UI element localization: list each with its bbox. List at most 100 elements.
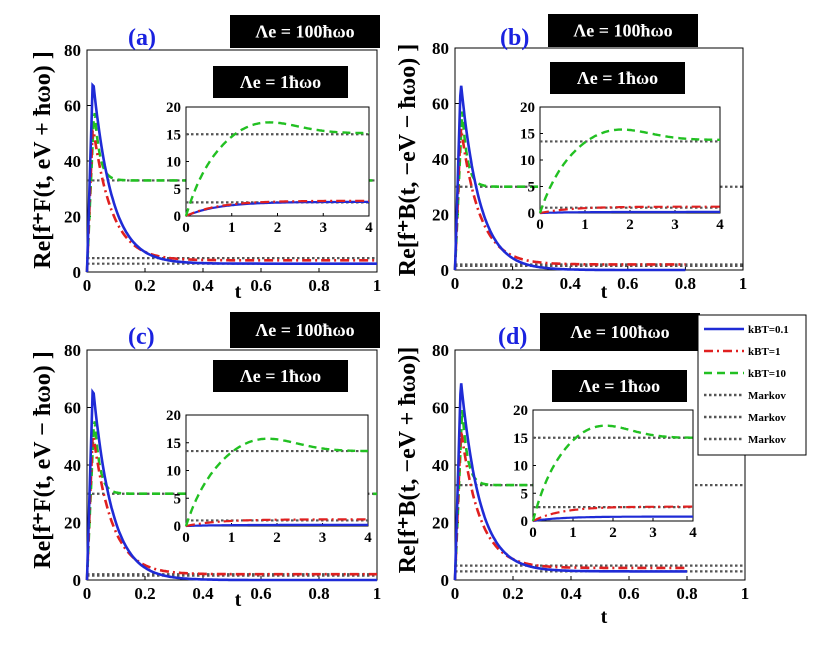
inset-y-tick-label: 20 bbox=[513, 403, 528, 419]
x-tick-label: 0.8 bbox=[308, 276, 329, 295]
x-tick-label: 0.2 bbox=[502, 274, 523, 293]
inset-series-kbt-1 bbox=[185, 199, 369, 217]
inset-x-tick-label: 2 bbox=[626, 217, 634, 233]
y-tick-label: 60 bbox=[64, 399, 81, 418]
y-tick-label: 0 bbox=[441, 571, 450, 590]
x-tick-label: 0 bbox=[451, 584, 460, 603]
inset-x-tick-label: 1 bbox=[581, 217, 589, 233]
panel-label: (b) bbox=[500, 25, 529, 51]
inset-y-tick-label: 5 bbox=[521, 486, 529, 502]
x-tick-label: 0.6 bbox=[250, 584, 271, 603]
inset-x-tick-label: 4 bbox=[364, 530, 372, 546]
inset-y-tick-label: 0 bbox=[174, 209, 182, 225]
lambda-label: Λe = 100ħωo bbox=[573, 21, 672, 41]
y-tick-label: 20 bbox=[64, 514, 81, 533]
panel-label: (a) bbox=[128, 25, 156, 51]
lambda-box bbox=[548, 14, 698, 47]
inset: 0 1 2 3 4 0 5 10 15 20 Λe = 1ħωo bbox=[166, 360, 372, 546]
series-kbt-0.1 bbox=[453, 383, 687, 581]
inset-y-tick-label: 10 bbox=[513, 459, 528, 475]
inset-x-tick-label: 4 bbox=[689, 525, 697, 541]
inset-lambda-box bbox=[213, 360, 348, 392]
series-kbt-1 bbox=[453, 430, 687, 581]
inset-x-tick-label: 3 bbox=[649, 525, 657, 541]
inset-y-tick-label: 10 bbox=[166, 155, 181, 171]
x-tick-label: 0.2 bbox=[502, 584, 523, 603]
y-tick-label: 40 bbox=[64, 152, 81, 171]
y-tick-label: 60 bbox=[432, 95, 449, 114]
x-tick-label: 0.8 bbox=[675, 274, 696, 293]
inset-y-tick-label: 0 bbox=[521, 514, 529, 530]
inset-x-tick-label: 0 bbox=[182, 220, 190, 236]
inset-x-tick-label: 1 bbox=[228, 220, 236, 236]
inset: 0 1 2 3 4 0 5 10 15 20 Λe = 1ħωo bbox=[513, 370, 697, 541]
inset-x-tick-label: 4 bbox=[716, 217, 724, 233]
legend-label: kBT=0.1 bbox=[748, 324, 789, 336]
inset-x-tick-label: 2 bbox=[609, 525, 617, 541]
inset-y-tick-label: 0 bbox=[174, 519, 182, 535]
lambda-box bbox=[230, 312, 380, 348]
inset-x-tick-label: 1 bbox=[569, 525, 577, 541]
inset-x-tick-label: 0 bbox=[182, 530, 190, 546]
y-tick-label: 40 bbox=[432, 150, 449, 169]
inset-lambda-box bbox=[550, 62, 685, 94]
y-tick-label: 80 bbox=[432, 341, 449, 360]
y-tick-label: 0 bbox=[73, 263, 82, 282]
y-tick-label: 60 bbox=[432, 399, 449, 418]
x-tick-label: 0 bbox=[83, 276, 92, 295]
inset-y-tick-label: 5 bbox=[174, 491, 182, 507]
inset-lambda-box bbox=[213, 66, 348, 98]
inset-series-kbt-0.1 bbox=[185, 523, 368, 528]
y-tick-label: 20 bbox=[432, 206, 449, 225]
y-axis-label: Re[f⁺B(t, −eV − ħωo) ] bbox=[395, 44, 421, 276]
inset-x-tick-label: 1 bbox=[228, 530, 236, 546]
y-axis-label: Re[f⁺B(t, −eV + ħωo)] bbox=[395, 347, 421, 573]
inset-lambda-label: Λe = 1ħωo bbox=[579, 376, 660, 396]
inset-series-kbt-1 bbox=[532, 505, 693, 522]
legend-label: Markov bbox=[748, 434, 786, 446]
inset-y-tick-label: 20 bbox=[166, 408, 181, 424]
inset-y-tick-label: 5 bbox=[528, 180, 536, 196]
inset-y-tick-label: 5 bbox=[174, 182, 182, 198]
x-tick-label: 0.8 bbox=[676, 584, 697, 603]
inset-frame bbox=[539, 106, 721, 214]
inset-y-tick-label: 15 bbox=[166, 436, 181, 452]
series-kbt-1 bbox=[85, 128, 377, 273]
inset-series-kbt-0.1 bbox=[540, 210, 720, 215]
panel-label: (c) bbox=[128, 324, 155, 350]
legend-label: Markov bbox=[748, 390, 786, 402]
y-axis-label: Re[f⁺F(t, eV + ħωo) ] bbox=[30, 51, 56, 268]
inset-x-tick-label: 3 bbox=[320, 220, 328, 236]
legend-label: Markov bbox=[748, 412, 786, 424]
inset-x-tick-label: 2 bbox=[273, 530, 281, 546]
inset-x-tick-label: 4 bbox=[365, 220, 373, 236]
lambda-label: Λe = 100ħωo bbox=[570, 322, 669, 342]
x-tick-label: 0.2 bbox=[134, 276, 155, 295]
inset: 0 1 2 3 4 0 5 10 15 20 Λe = 1ħωo bbox=[166, 66, 373, 236]
inset-y-tick-label: 15 bbox=[166, 127, 181, 143]
inset-lambda-box bbox=[552, 370, 687, 402]
series-kbt-1 bbox=[453, 128, 686, 271]
x-tick-label: 0 bbox=[451, 274, 460, 293]
y-tick-label: 20 bbox=[64, 208, 81, 227]
x-tick-label: 0.6 bbox=[618, 584, 639, 603]
y-tick-label: 40 bbox=[432, 456, 449, 475]
x-tick-label: 0.6 bbox=[250, 276, 271, 295]
y-tick-label: 80 bbox=[64, 41, 81, 60]
series-kbt-0.1 bbox=[453, 85, 686, 272]
legend-box bbox=[697, 314, 807, 456]
x-tick-label: 0.4 bbox=[560, 274, 582, 293]
inset-y-tick-label: 20 bbox=[520, 100, 535, 116]
inset-x-tick-label: 3 bbox=[671, 217, 679, 233]
series-kbt-0.1 bbox=[85, 82, 377, 273]
inset-y-tick-label: 0 bbox=[528, 206, 536, 222]
x-axis-label: t bbox=[235, 589, 242, 611]
inset-lambda-label: Λe = 1ħωo bbox=[577, 68, 658, 88]
x-tick-label: 0.6 bbox=[617, 274, 638, 293]
x-axis-label: t bbox=[235, 281, 242, 303]
inset-series-kbt-1 bbox=[185, 518, 368, 528]
